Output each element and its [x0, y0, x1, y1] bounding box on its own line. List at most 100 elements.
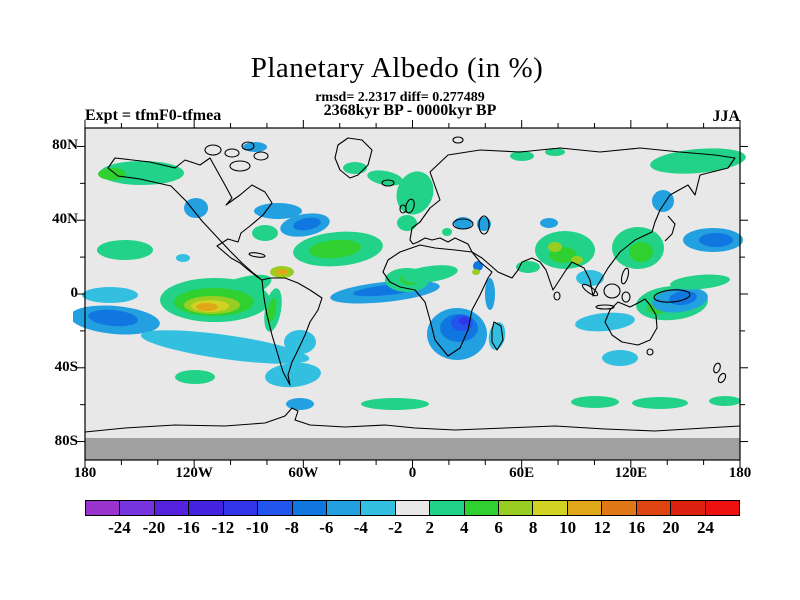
- colorbar-segment: [85, 500, 121, 516]
- colorbar-segment: [325, 500, 362, 516]
- anomaly-region: [243, 142, 267, 152]
- anomaly-region: [459, 317, 469, 325]
- colorbar: [85, 500, 741, 516]
- colorbar-tick-label: 10: [559, 518, 577, 537]
- anomaly-region: [652, 190, 674, 212]
- anomaly-region: [473, 261, 483, 271]
- lon-tick-label: 0: [408, 465, 417, 481]
- figure-title: Planetary Albedo (in %): [250, 52, 544, 84]
- colorbar-tick-label: -6: [319, 518, 334, 537]
- lat-tick-label: 80N: [52, 137, 78, 154]
- coast-greenland: [334, 137, 373, 179]
- anomaly-region: [629, 242, 653, 262]
- coast-africa: [382, 244, 493, 357]
- anomaly-region: [343, 162, 367, 174]
- colorbar-tick-label: -2: [388, 518, 403, 537]
- coast-madagascar: [491, 321, 504, 351]
- colorbar-tick-label: 6: [494, 518, 503, 537]
- lat-tick-label: 80S: [54, 432, 78, 449]
- island-svalbard: [452, 136, 464, 144]
- anomaly-region: [699, 233, 733, 247]
- anomaly-region: [88, 309, 138, 327]
- anomaly-region: [650, 148, 746, 174]
- anomaly-region: [361, 398, 429, 410]
- colorbar-tick-label: -16: [177, 518, 200, 537]
- anomaly-region: [571, 256, 583, 264]
- anomaly-region: [196, 303, 218, 311]
- colorbar-segment: [153, 500, 190, 516]
- anomaly-region: [140, 330, 310, 364]
- colorbar-segment: [119, 500, 155, 516]
- colorbar-tick-label: -20: [142, 518, 166, 537]
- colorbar-segment: [532, 500, 568, 516]
- colorbar-tick-label: 16: [628, 518, 646, 537]
- island-arctic-1: [204, 144, 222, 156]
- colorbar-tick-label: -12: [211, 518, 235, 537]
- island-tasmania: [646, 348, 654, 356]
- anomaly-region: [252, 225, 278, 241]
- anomaly-region: [265, 362, 321, 388]
- anomaly-region: [477, 217, 491, 231]
- stats-line: rmsd= 2.2317 diff= 0.277489: [315, 90, 485, 105]
- season-label: JJA: [712, 108, 740, 125]
- period-line: 2368kyr BP - 0000kyr BP: [323, 102, 497, 119]
- island-new-guinea: [653, 289, 691, 303]
- coast-south-america: [261, 277, 323, 386]
- island-uk: [405, 198, 415, 214]
- lat-tick-label: 0: [70, 285, 79, 301]
- colorbar-segment: [222, 500, 259, 516]
- coast-japan: [664, 215, 676, 242]
- colorbar-tick-label: -8: [284, 518, 299, 537]
- island-new-zealand-north: [713, 362, 721, 374]
- colorbar-tick-label: 2: [425, 518, 434, 537]
- colorbar-segment: [291, 500, 327, 516]
- anomaly-region: [540, 218, 558, 228]
- lat-tick-label: 40N: [52, 211, 78, 228]
- colorbar-segment: [498, 500, 534, 516]
- island-sri-lanka: [553, 291, 561, 301]
- colorbar-tick-label: 12: [593, 518, 611, 537]
- world-map: [73, 120, 748, 468]
- coast-antarctica: [84, 407, 741, 433]
- colorbar-segment: [257, 500, 293, 516]
- colorbar-segment: [188, 500, 224, 516]
- anomaly-region: [254, 203, 302, 219]
- island-arctic-4: [253, 151, 269, 161]
- anomaly-region: [602, 350, 638, 366]
- sea-black: [452, 218, 474, 230]
- coast-north-america: [107, 157, 273, 281]
- anomaly-region: [397, 215, 417, 231]
- experiment-label: Expt = tfmF0-tfmea: [85, 107, 222, 124]
- island-philippines: [620, 267, 630, 285]
- island-arctic-3: [241, 141, 255, 151]
- anomaly-region: [571, 396, 619, 408]
- colorbar-tick-label: 4: [459, 518, 469, 537]
- colorbar-tick-label: -10: [246, 518, 269, 537]
- anomaly-region: [670, 274, 730, 290]
- anomaly-region: [442, 228, 452, 236]
- island-new-zealand-south: [717, 372, 727, 384]
- colorbar-segment: [670, 500, 706, 516]
- colorbar-tick-label: 24: [697, 518, 715, 537]
- anomaly-region: [402, 265, 458, 283]
- anomaly-region: [176, 254, 190, 262]
- anomaly-region: [276, 269, 288, 275]
- anomaly-region: [516, 261, 540, 273]
- anomaly-region: [709, 396, 741, 406]
- coast-eurasia: [409, 147, 736, 297]
- island-cuba: [248, 252, 266, 258]
- anomaly-region: [184, 198, 208, 218]
- lon-tick-label: 120W: [175, 465, 213, 481]
- colorbar-tick-label: -24: [108, 518, 131, 537]
- lon-tick-label: 180: [728, 465, 752, 481]
- axis-ticks: [77, 120, 748, 468]
- anomaly-region: [632, 397, 688, 409]
- anomaly-region: [100, 161, 184, 185]
- island-iceland: [381, 179, 395, 187]
- anomaly-region: [485, 278, 495, 310]
- island-sulawesi: [621, 291, 631, 303]
- colorbar-segment: [635, 500, 672, 516]
- anomaly-region: [293, 217, 321, 231]
- sea-caspian: [478, 215, 490, 235]
